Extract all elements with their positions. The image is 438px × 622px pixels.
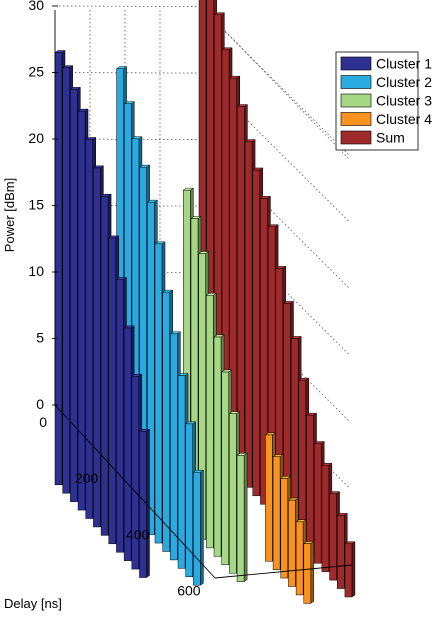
delay-tick-label: 0 — [39, 414, 47, 430]
legend-swatch — [340, 112, 372, 126]
legend-label: Sum — [376, 130, 405, 146]
bar-cluster-2 — [192, 469, 205, 586]
legend: Cluster 1 Cluster 2 Cluster 3 Cluster 4 Sum — [335, 51, 432, 151]
bar-sum — [344, 541, 356, 598]
legend-swatch — [340, 75, 372, 89]
axis-layer — [52, 5, 353, 579]
delay-tick-label: 200 — [75, 470, 99, 486]
tick-layer: 0 5 10 15 20 25 30 0 200 400 600 — [28, 0, 200, 599]
z-tick-label: 25 — [28, 64, 44, 80]
legend-swatch — [340, 56, 372, 71]
bar-cluster-3 — [236, 452, 248, 583]
z-tick-label: 10 — [28, 263, 44, 279]
bar-layer — [54, 0, 356, 604]
delay-tick-label: 400 — [126, 526, 150, 542]
legend-swatch — [340, 130, 372, 145]
z-tick-label: 0 — [36, 396, 44, 412]
z-tick-label: 5 — [36, 330, 44, 346]
legend-label: Cluster 1 — [376, 56, 432, 72]
z-tick-label: 15 — [28, 197, 44, 213]
x-axis-label: Delay [ns] — [4, 596, 62, 611]
z-tick-label: 30 — [28, 0, 44, 13]
legend-label: Cluster 4 — [376, 111, 432, 127]
legend-label: Cluster 3 — [376, 93, 432, 109]
y-axis-label: Power [dBm] — [2, 178, 17, 252]
delay-tick-label: 600 — [177, 583, 201, 599]
bar-cluster-4 — [302, 541, 315, 604]
bar-cluster-1 — [138, 428, 151, 578]
legend-swatch — [340, 93, 372, 108]
z-tick-label: 20 — [28, 130, 44, 146]
legend-label: Cluster 2 — [376, 74, 432, 90]
